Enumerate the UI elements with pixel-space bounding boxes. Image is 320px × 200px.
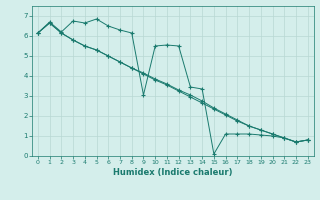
X-axis label: Humidex (Indice chaleur): Humidex (Indice chaleur) xyxy=(113,168,233,177)
